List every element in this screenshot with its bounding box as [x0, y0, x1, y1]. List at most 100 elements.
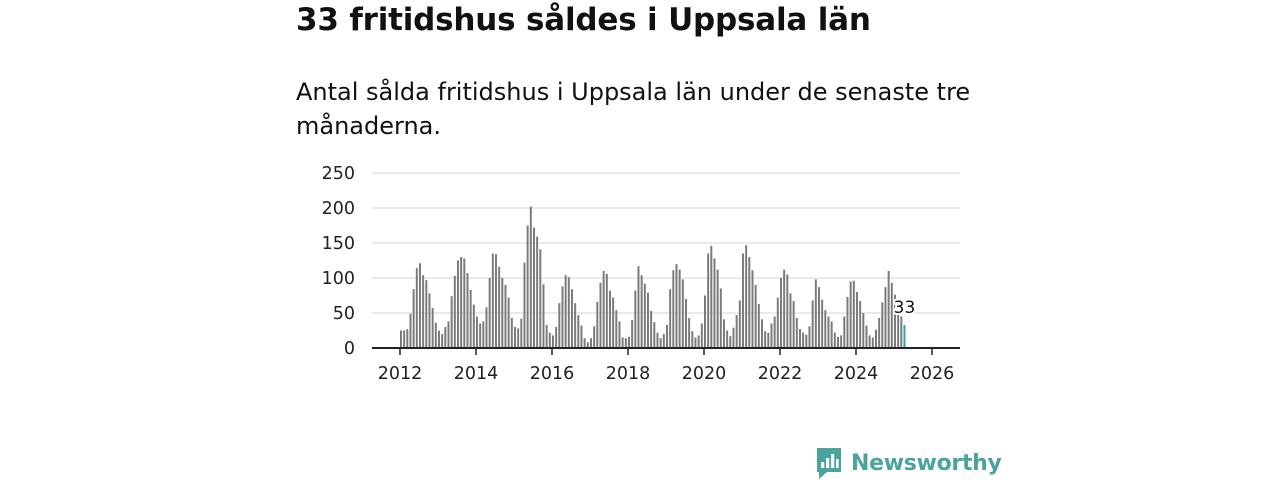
bar: [460, 257, 463, 348]
bar: [498, 266, 501, 348]
bar: [726, 330, 729, 348]
bar: [529, 206, 532, 348]
bar: [583, 338, 586, 348]
chart-title: 33 fritidshus såldes i Uppsala län: [296, 2, 871, 38]
bar: [419, 263, 421, 348]
bar: [571, 289, 573, 348]
bar: [742, 253, 744, 348]
bar: [605, 273, 608, 348]
bar: [542, 284, 545, 348]
bar: [552, 335, 554, 348]
bar: [501, 278, 504, 348]
chart-subtitle: Antal sålda fritidshus i Uppsala län und…: [296, 78, 971, 140]
bar: [795, 317, 798, 348]
bar: [510, 317, 513, 348]
bar: [447, 321, 450, 348]
bar: [485, 307, 488, 348]
bar: [833, 332, 836, 348]
bar: [533, 227, 535, 348]
bar: [577, 315, 580, 348]
bar: [476, 316, 478, 348]
bar: [729, 336, 732, 348]
bar: [764, 331, 767, 348]
bar: [757, 303, 760, 348]
y-tick-label: 0: [344, 339, 355, 359]
bar: [425, 280, 428, 348]
bar: [586, 342, 589, 348]
bar: [428, 293, 431, 348]
bar: [894, 294, 896, 348]
bar: [707, 253, 710, 348]
bar: [745, 245, 748, 348]
bar: [773, 316, 776, 348]
x-tick-label: 2014: [454, 364, 499, 384]
bar: [520, 318, 523, 348]
bar: [656, 332, 659, 348]
bar: [574, 303, 577, 348]
bar: [890, 282, 893, 348]
bar: [770, 323, 773, 348]
bars: [400, 206, 906, 348]
bar: [539, 249, 542, 348]
bar: [504, 285, 507, 348]
x-tick-label: 2020: [682, 364, 727, 384]
bar: [406, 329, 409, 348]
bar: [599, 282, 602, 348]
bar: [862, 313, 865, 348]
newsworthy-logo: Newsworthy: [815, 446, 1002, 480]
bar: [789, 293, 792, 348]
bar: [463, 258, 466, 348]
bar: [675, 264, 678, 348]
bar: [666, 324, 668, 348]
bar: [514, 327, 516, 348]
bar: [767, 332, 770, 348]
bar: [681, 279, 684, 348]
bar: [444, 327, 447, 348]
bar: [840, 335, 843, 348]
bar: [694, 337, 697, 348]
bar: [453, 275, 456, 348]
bar: [415, 268, 418, 348]
bar: [650, 310, 653, 348]
bar: [580, 325, 583, 348]
bar: [631, 320, 634, 348]
bar: [434, 322, 437, 348]
x-tick-label: 2016: [530, 364, 575, 384]
bar: [697, 335, 700, 348]
bar: [688, 317, 691, 348]
bar: [431, 308, 434, 348]
bar: [596, 301, 599, 348]
x-tick-label: 2022: [758, 364, 803, 384]
bar: [814, 279, 817, 348]
bar: [669, 289, 672, 348]
bar: [441, 334, 444, 348]
bar: [754, 285, 757, 348]
latest-value-label: 33: [894, 298, 916, 318]
bar: [802, 332, 805, 348]
labels: 0 50 100 150 200 250 2012 2014 2016 2018 2020 2022 2…: [322, 164, 955, 384]
bar: [846, 296, 849, 348]
bar: [805, 334, 808, 348]
bar: [827, 316, 830, 348]
bar: [653, 322, 656, 348]
bar: [723, 319, 725, 348]
x-tick-label: 2012: [378, 364, 423, 384]
bar: [780, 278, 782, 348]
bar: [824, 310, 827, 348]
x-tick-label: 2026: [910, 364, 955, 384]
newsworthy-logo-icon: [817, 448, 841, 479]
bar: [710, 245, 713, 348]
bar: [868, 335, 871, 348]
bar: [637, 266, 640, 348]
bar: [618, 321, 621, 348]
bar: [558, 303, 561, 348]
bar: [634, 290, 637, 348]
bar: [843, 316, 846, 348]
bar: [659, 338, 662, 348]
bar: [704, 295, 706, 348]
bar: [422, 275, 425, 348]
y-tick-label: 50: [333, 304, 355, 324]
bar: [450, 296, 453, 348]
bar: [526, 225, 529, 348]
bar: [735, 315, 738, 348]
